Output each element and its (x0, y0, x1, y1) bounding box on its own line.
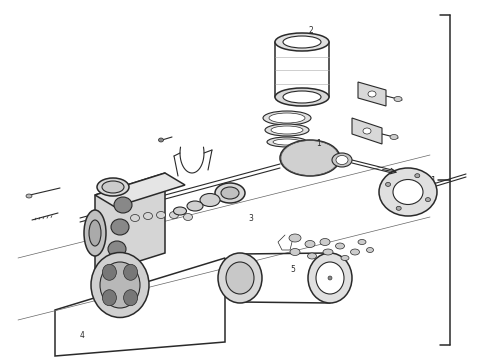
Polygon shape (55, 258, 225, 356)
Ellipse shape (336, 243, 344, 249)
Ellipse shape (102, 181, 124, 193)
Ellipse shape (158, 138, 164, 142)
Ellipse shape (379, 168, 437, 216)
Ellipse shape (144, 212, 152, 220)
Ellipse shape (263, 111, 311, 125)
Ellipse shape (273, 139, 301, 145)
Ellipse shape (102, 290, 117, 306)
Polygon shape (358, 82, 386, 106)
Ellipse shape (200, 194, 220, 207)
Ellipse shape (226, 262, 254, 294)
Ellipse shape (316, 262, 344, 294)
Ellipse shape (275, 33, 329, 51)
Ellipse shape (183, 213, 193, 220)
Ellipse shape (89, 220, 101, 246)
Ellipse shape (308, 253, 317, 259)
Ellipse shape (393, 180, 423, 204)
Ellipse shape (173, 207, 187, 215)
Ellipse shape (84, 210, 106, 256)
Ellipse shape (358, 239, 366, 244)
Ellipse shape (170, 212, 178, 219)
Ellipse shape (332, 153, 352, 167)
Text: 3: 3 (248, 213, 253, 222)
Ellipse shape (323, 249, 333, 255)
Ellipse shape (100, 262, 140, 308)
Ellipse shape (289, 234, 301, 242)
Ellipse shape (394, 96, 402, 102)
Text: 4: 4 (80, 330, 85, 339)
Text: 5: 5 (290, 266, 295, 274)
Ellipse shape (341, 256, 349, 261)
Ellipse shape (350, 249, 360, 255)
Polygon shape (95, 173, 165, 275)
Ellipse shape (111, 219, 129, 235)
Ellipse shape (367, 248, 373, 252)
Ellipse shape (130, 215, 140, 221)
Ellipse shape (218, 253, 262, 303)
Ellipse shape (265, 124, 309, 136)
Ellipse shape (26, 194, 32, 198)
Text: 1: 1 (316, 139, 321, 148)
Ellipse shape (275, 88, 329, 106)
Ellipse shape (390, 135, 398, 140)
Ellipse shape (283, 36, 321, 48)
Ellipse shape (425, 198, 430, 202)
Ellipse shape (123, 264, 138, 280)
Ellipse shape (283, 91, 321, 103)
Ellipse shape (328, 276, 332, 280)
Polygon shape (352, 118, 382, 144)
Ellipse shape (363, 128, 371, 134)
Ellipse shape (91, 252, 149, 318)
Ellipse shape (320, 239, 330, 246)
Ellipse shape (215, 183, 245, 203)
Ellipse shape (156, 212, 166, 219)
Ellipse shape (114, 197, 132, 213)
Ellipse shape (269, 113, 305, 123)
Ellipse shape (305, 240, 315, 248)
Ellipse shape (123, 290, 138, 306)
Ellipse shape (415, 174, 420, 178)
Ellipse shape (280, 140, 340, 176)
Polygon shape (95, 173, 185, 207)
Text: 1: 1 (430, 176, 435, 185)
Ellipse shape (187, 201, 203, 211)
Ellipse shape (386, 183, 391, 186)
Ellipse shape (97, 178, 129, 196)
Ellipse shape (368, 91, 376, 97)
Ellipse shape (271, 126, 303, 134)
Ellipse shape (290, 248, 300, 256)
Ellipse shape (267, 137, 307, 147)
Text: 2: 2 (308, 26, 313, 35)
Ellipse shape (336, 156, 348, 165)
Ellipse shape (308, 253, 352, 303)
Ellipse shape (396, 206, 401, 210)
Ellipse shape (221, 187, 239, 199)
Ellipse shape (102, 264, 117, 280)
Ellipse shape (108, 241, 126, 257)
